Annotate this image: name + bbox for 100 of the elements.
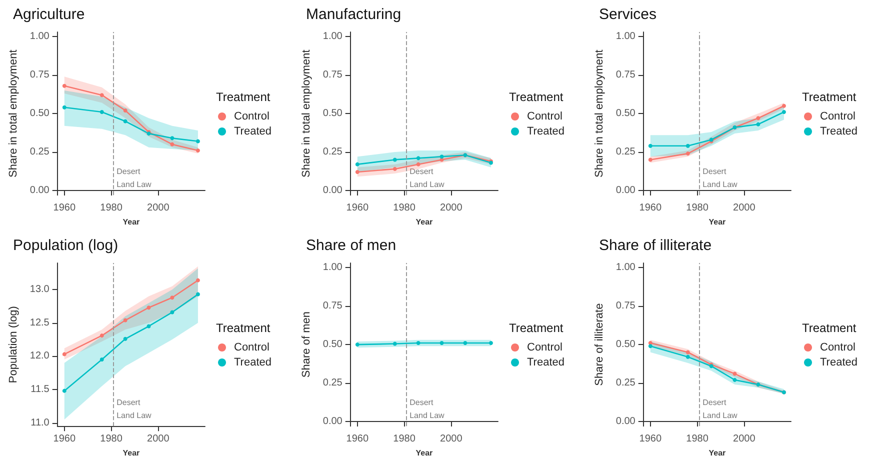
x-axis-title: Year [708, 218, 726, 226]
x-axis-title: Year [708, 448, 726, 458]
point [196, 148, 200, 152]
y-axis-title: Population (log) [8, 306, 20, 384]
y-tick-label: 0.25 [322, 146, 343, 158]
point [123, 336, 128, 341]
y-tick-label: 0.00 [322, 416, 343, 427]
legend-title: Treatment [216, 321, 271, 335]
legend-label: Control [527, 342, 562, 354]
ref-line-label: Desert Land Law [116, 398, 152, 420]
legend-label: Treated [234, 356, 272, 368]
chart-title: Agriculture [13, 6, 85, 23]
point [170, 310, 174, 314]
chart-title: Share of men [306, 237, 396, 254]
x-tick-label: 2000 [147, 202, 170, 214]
x-tick-label: 1960 [53, 202, 76, 214]
point [100, 110, 104, 114]
point [732, 378, 737, 382]
x-tick-label: 2000 [440, 434, 463, 445]
point [196, 139, 200, 144]
legend-title: Treatment [509, 90, 564, 104]
point [123, 108, 128, 112]
point [782, 110, 786, 114]
x-tick-label: 1980 [100, 202, 123, 214]
ref-line-label: Desert Land Law [410, 167, 445, 190]
point [686, 144, 690, 148]
y-tick-label: 0.75 [616, 300, 636, 312]
x-axis-title: Year [122, 448, 140, 458]
legend-title: Treatment [216, 90, 271, 104]
x-tick-label: 2000 [440, 202, 463, 214]
y-tick-label: 0.00 [616, 416, 636, 427]
x-tick-label: 1960 [53, 434, 76, 445]
x-tick-label: 1980 [100, 434, 123, 445]
legend-title: Treatment [802, 321, 857, 335]
chart-title: Services [599, 6, 657, 23]
y-tick-label: 0.75 [322, 70, 343, 81]
point [648, 344, 652, 348]
y-tick-label: 11.5 [30, 384, 50, 395]
point [440, 154, 444, 159]
ref-line-label: Desert Land Law [410, 398, 445, 420]
chart-title: Share of illiterate [599, 237, 712, 254]
point [392, 158, 397, 162]
point [146, 324, 151, 328]
point [170, 136, 174, 140]
point [782, 104, 786, 108]
point [146, 306, 151, 310]
x-tick-label: 2000 [147, 434, 170, 445]
y-axis-title: Share of illiterate [594, 303, 606, 386]
legend-title: Treatment [509, 321, 564, 335]
legend-label: Control [820, 110, 856, 122]
x-tick-label: 1980 [686, 202, 709, 214]
point [62, 105, 66, 110]
y-tick-label: 1.00 [616, 262, 636, 274]
y-axis-title: Share in total employment [8, 50, 20, 178]
x-axis-title: Year [122, 218, 140, 226]
y-tick-label: 1.00 [616, 31, 636, 42]
chart-title: Manufacturing [306, 6, 402, 23]
y-tick-label: 0.50 [30, 108, 50, 120]
point [100, 93, 104, 98]
x-tick-label: 1960 [346, 202, 369, 214]
x-tick-label: 1980 [393, 434, 416, 445]
x-axis-title: Year [416, 218, 433, 226]
y-tick-label: 13.0 [30, 284, 50, 296]
y-tick-label: 0.25 [616, 378, 636, 389]
point [62, 388, 66, 393]
x-tick-label: 2000 [733, 434, 756, 445]
point [686, 350, 690, 354]
legend-label: Treated [527, 126, 565, 138]
x-tick-label: 1960 [639, 434, 662, 445]
point [732, 372, 737, 376]
legend-title: Treatment [802, 90, 857, 104]
y-axis-title: Share in total employment [594, 50, 606, 178]
y-tick-label: 0.25 [30, 146, 50, 158]
y-tick-label: 0.25 [322, 378, 343, 389]
y-tick-label: 1.00 [322, 262, 343, 274]
x-tick-label: 1980 [686, 434, 709, 445]
point [123, 318, 128, 322]
y-tick-label: 0.00 [322, 184, 343, 196]
point [196, 292, 200, 296]
y-tick-label: 0.50 [322, 339, 343, 350]
y-tick-label: 0.00 [616, 184, 636, 196]
ref-line-label: Desert Land Law [702, 398, 738, 420]
y-axis-title: Share of men [300, 312, 312, 378]
legend-label: Treated [820, 126, 858, 138]
ref-line-label: Desert Land Law [116, 167, 152, 190]
y-tick-label: 0.25 [616, 146, 636, 158]
x-axis-title: Year [416, 448, 433, 458]
point [392, 166, 397, 171]
point [170, 142, 174, 146]
chart-title: Population (log) [13, 237, 118, 254]
ref-line-label: Desert Land Law [702, 167, 738, 190]
point [62, 84, 66, 88]
legend-label: Treated [234, 126, 272, 138]
legend-label: Control [234, 342, 270, 354]
y-tick-label: 0.00 [30, 184, 50, 196]
legend-label: Treated [527, 356, 565, 368]
y-tick-label: 11.0 [30, 417, 50, 428]
y-tick-label: 0.50 [616, 108, 636, 120]
point [355, 162, 360, 166]
x-tick-label: 1960 [639, 202, 662, 214]
